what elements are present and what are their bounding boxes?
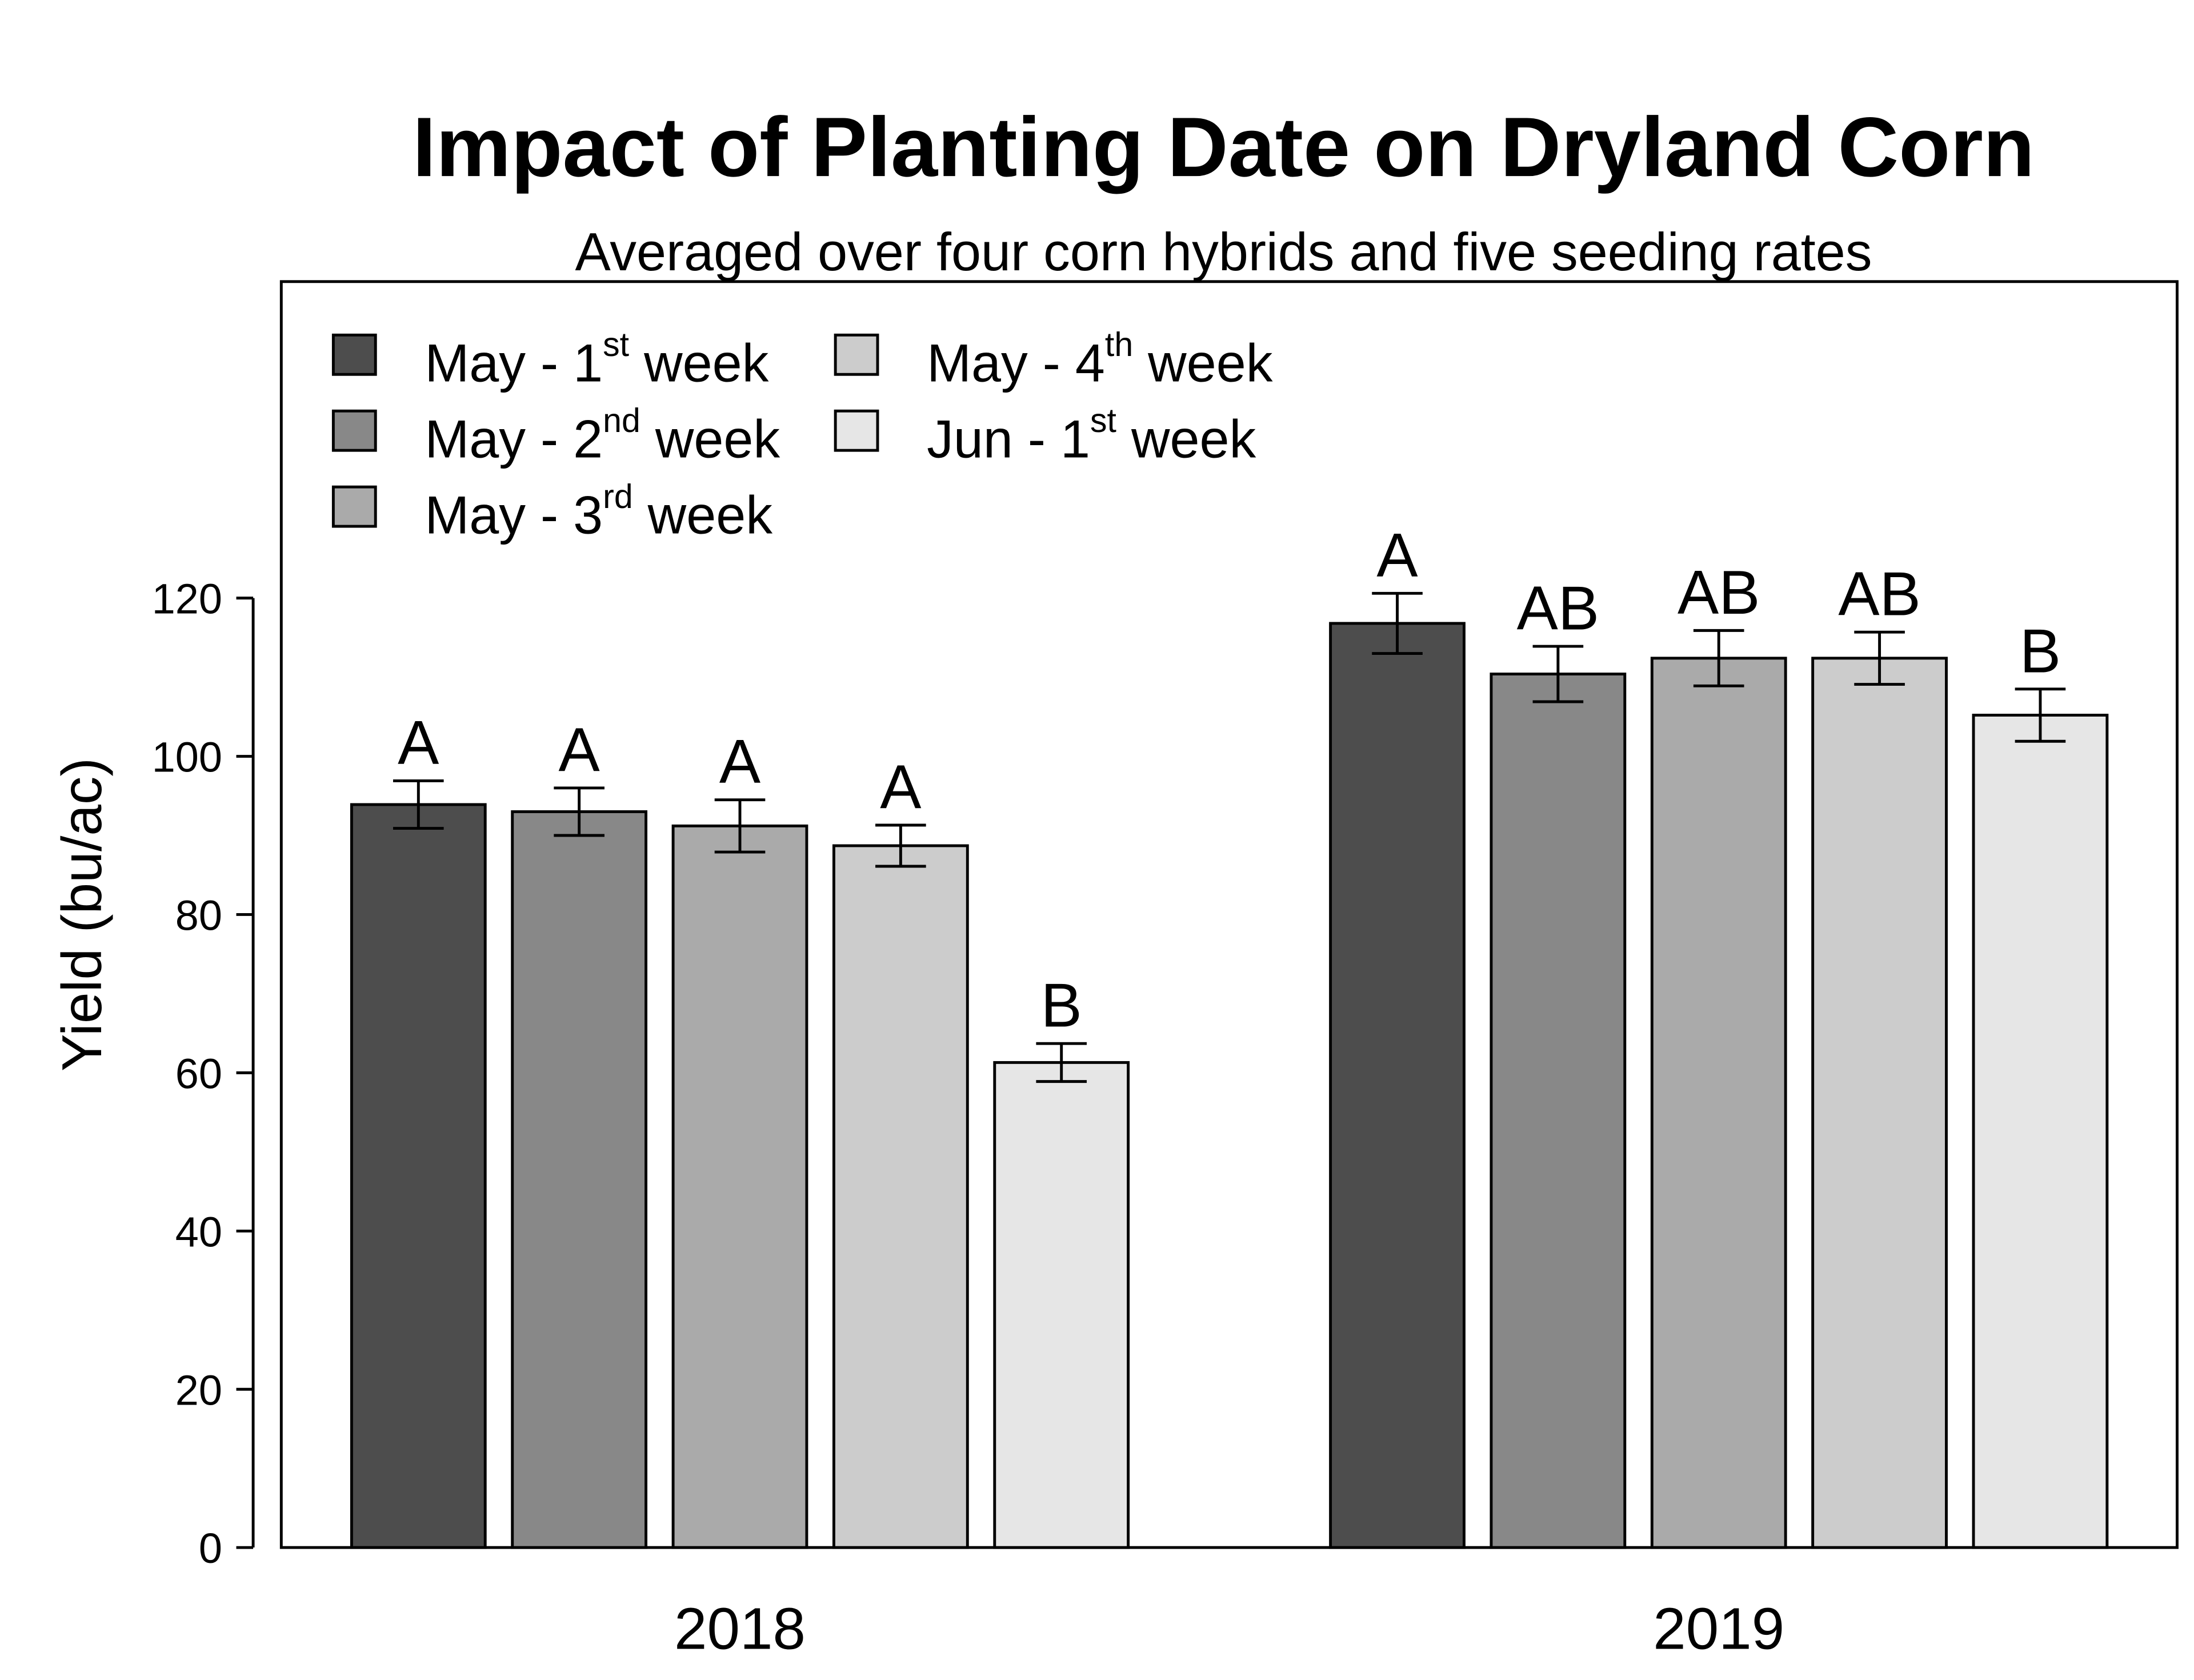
significance-letter: A <box>719 727 761 796</box>
y-tick-label: 80 <box>175 892 222 939</box>
significance-letter: AB <box>1838 559 1920 629</box>
bar <box>671 824 808 1549</box>
plot-frame <box>279 280 2179 1549</box>
significance-letter: A <box>559 715 600 784</box>
x-category-label: 2018 <box>674 1595 806 1661</box>
y-tick-label: 0 <box>199 1525 222 1572</box>
bar <box>511 810 648 1549</box>
x-axis: 2018 2019 <box>674 1595 1784 1661</box>
significance-letter: B <box>1041 971 1082 1040</box>
significance-letter: AB <box>1677 558 1760 627</box>
legend-label: Jun - 1st week <box>927 402 1256 469</box>
y-axis: 0 20 40 60 80 100 120 <box>152 575 255 1572</box>
legend-swatch <box>331 409 377 452</box>
bar <box>1811 657 1948 1549</box>
bar <box>1650 657 1787 1549</box>
bar <box>1329 622 1466 1549</box>
legend-swatch <box>331 333 377 376</box>
y-tick-label: 60 <box>175 1050 222 1097</box>
bar <box>832 844 969 1549</box>
significance-letter: A <box>398 708 439 777</box>
significance-letter: A <box>880 752 922 821</box>
legend-item: May - 4th week <box>834 326 1273 393</box>
legend-item: May - 3rd week <box>331 478 772 545</box>
legend-swatch <box>834 409 879 452</box>
y-tick-label: 20 <box>175 1366 222 1414</box>
chart-subtitle: Averaged over four corn hybrids and five… <box>575 222 1872 282</box>
legend-item: May - 1st week <box>331 326 769 393</box>
legend-swatch <box>834 333 879 376</box>
chart-title: Impact of Planting Date on Dryland Corn <box>413 100 2035 194</box>
legend-label: May - 1st week <box>425 326 768 393</box>
legend-label: May - 3rd week <box>425 478 772 545</box>
y-tick-label: 100 <box>152 734 222 781</box>
x-category-label: 2019 <box>1653 1595 1784 1661</box>
legend-swatch <box>331 485 377 528</box>
legend-item: May - 2nd week <box>331 402 780 469</box>
bar <box>350 803 487 1549</box>
legend: May - 1st week May - 2nd week May - 3rd we… <box>331 326 1273 545</box>
y-tick-label: 40 <box>175 1208 222 1255</box>
bar <box>993 1061 1130 1549</box>
y-axis-label: Yield (bu/ac) <box>50 758 113 1071</box>
significance-letter: AB <box>1517 574 1599 643</box>
y-tick-label: 120 <box>152 575 222 623</box>
legend-item: Jun - 1st week <box>834 402 1256 469</box>
significance-letter: A <box>1376 521 1418 590</box>
significance-letter: B <box>2020 616 2061 685</box>
bar <box>1490 673 1627 1549</box>
legend-label: May - 4th week <box>927 326 1273 393</box>
bar <box>1972 714 2109 1549</box>
legend-label: May - 2nd week <box>425 402 780 469</box>
